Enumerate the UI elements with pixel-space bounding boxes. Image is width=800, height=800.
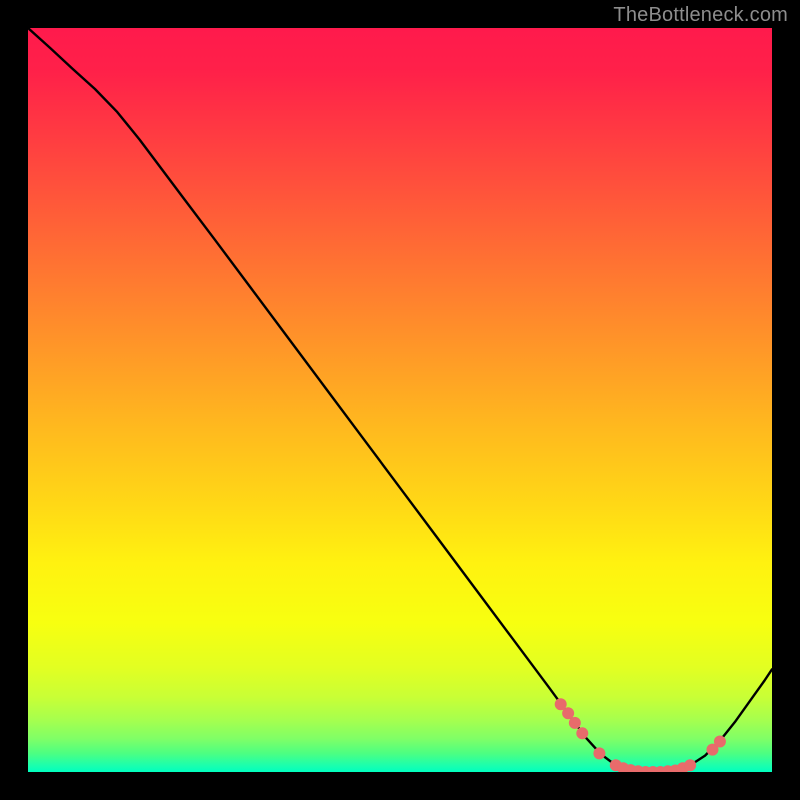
data-marker	[593, 747, 605, 759]
chart-svg	[28, 28, 772, 772]
watermark-text: TheBottleneck.com	[613, 4, 788, 27]
chart-plot-area	[28, 28, 772, 772]
data-marker	[714, 736, 726, 748]
data-marker	[576, 727, 588, 739]
data-marker	[562, 707, 574, 719]
data-marker	[569, 717, 581, 729]
data-marker	[684, 759, 696, 771]
